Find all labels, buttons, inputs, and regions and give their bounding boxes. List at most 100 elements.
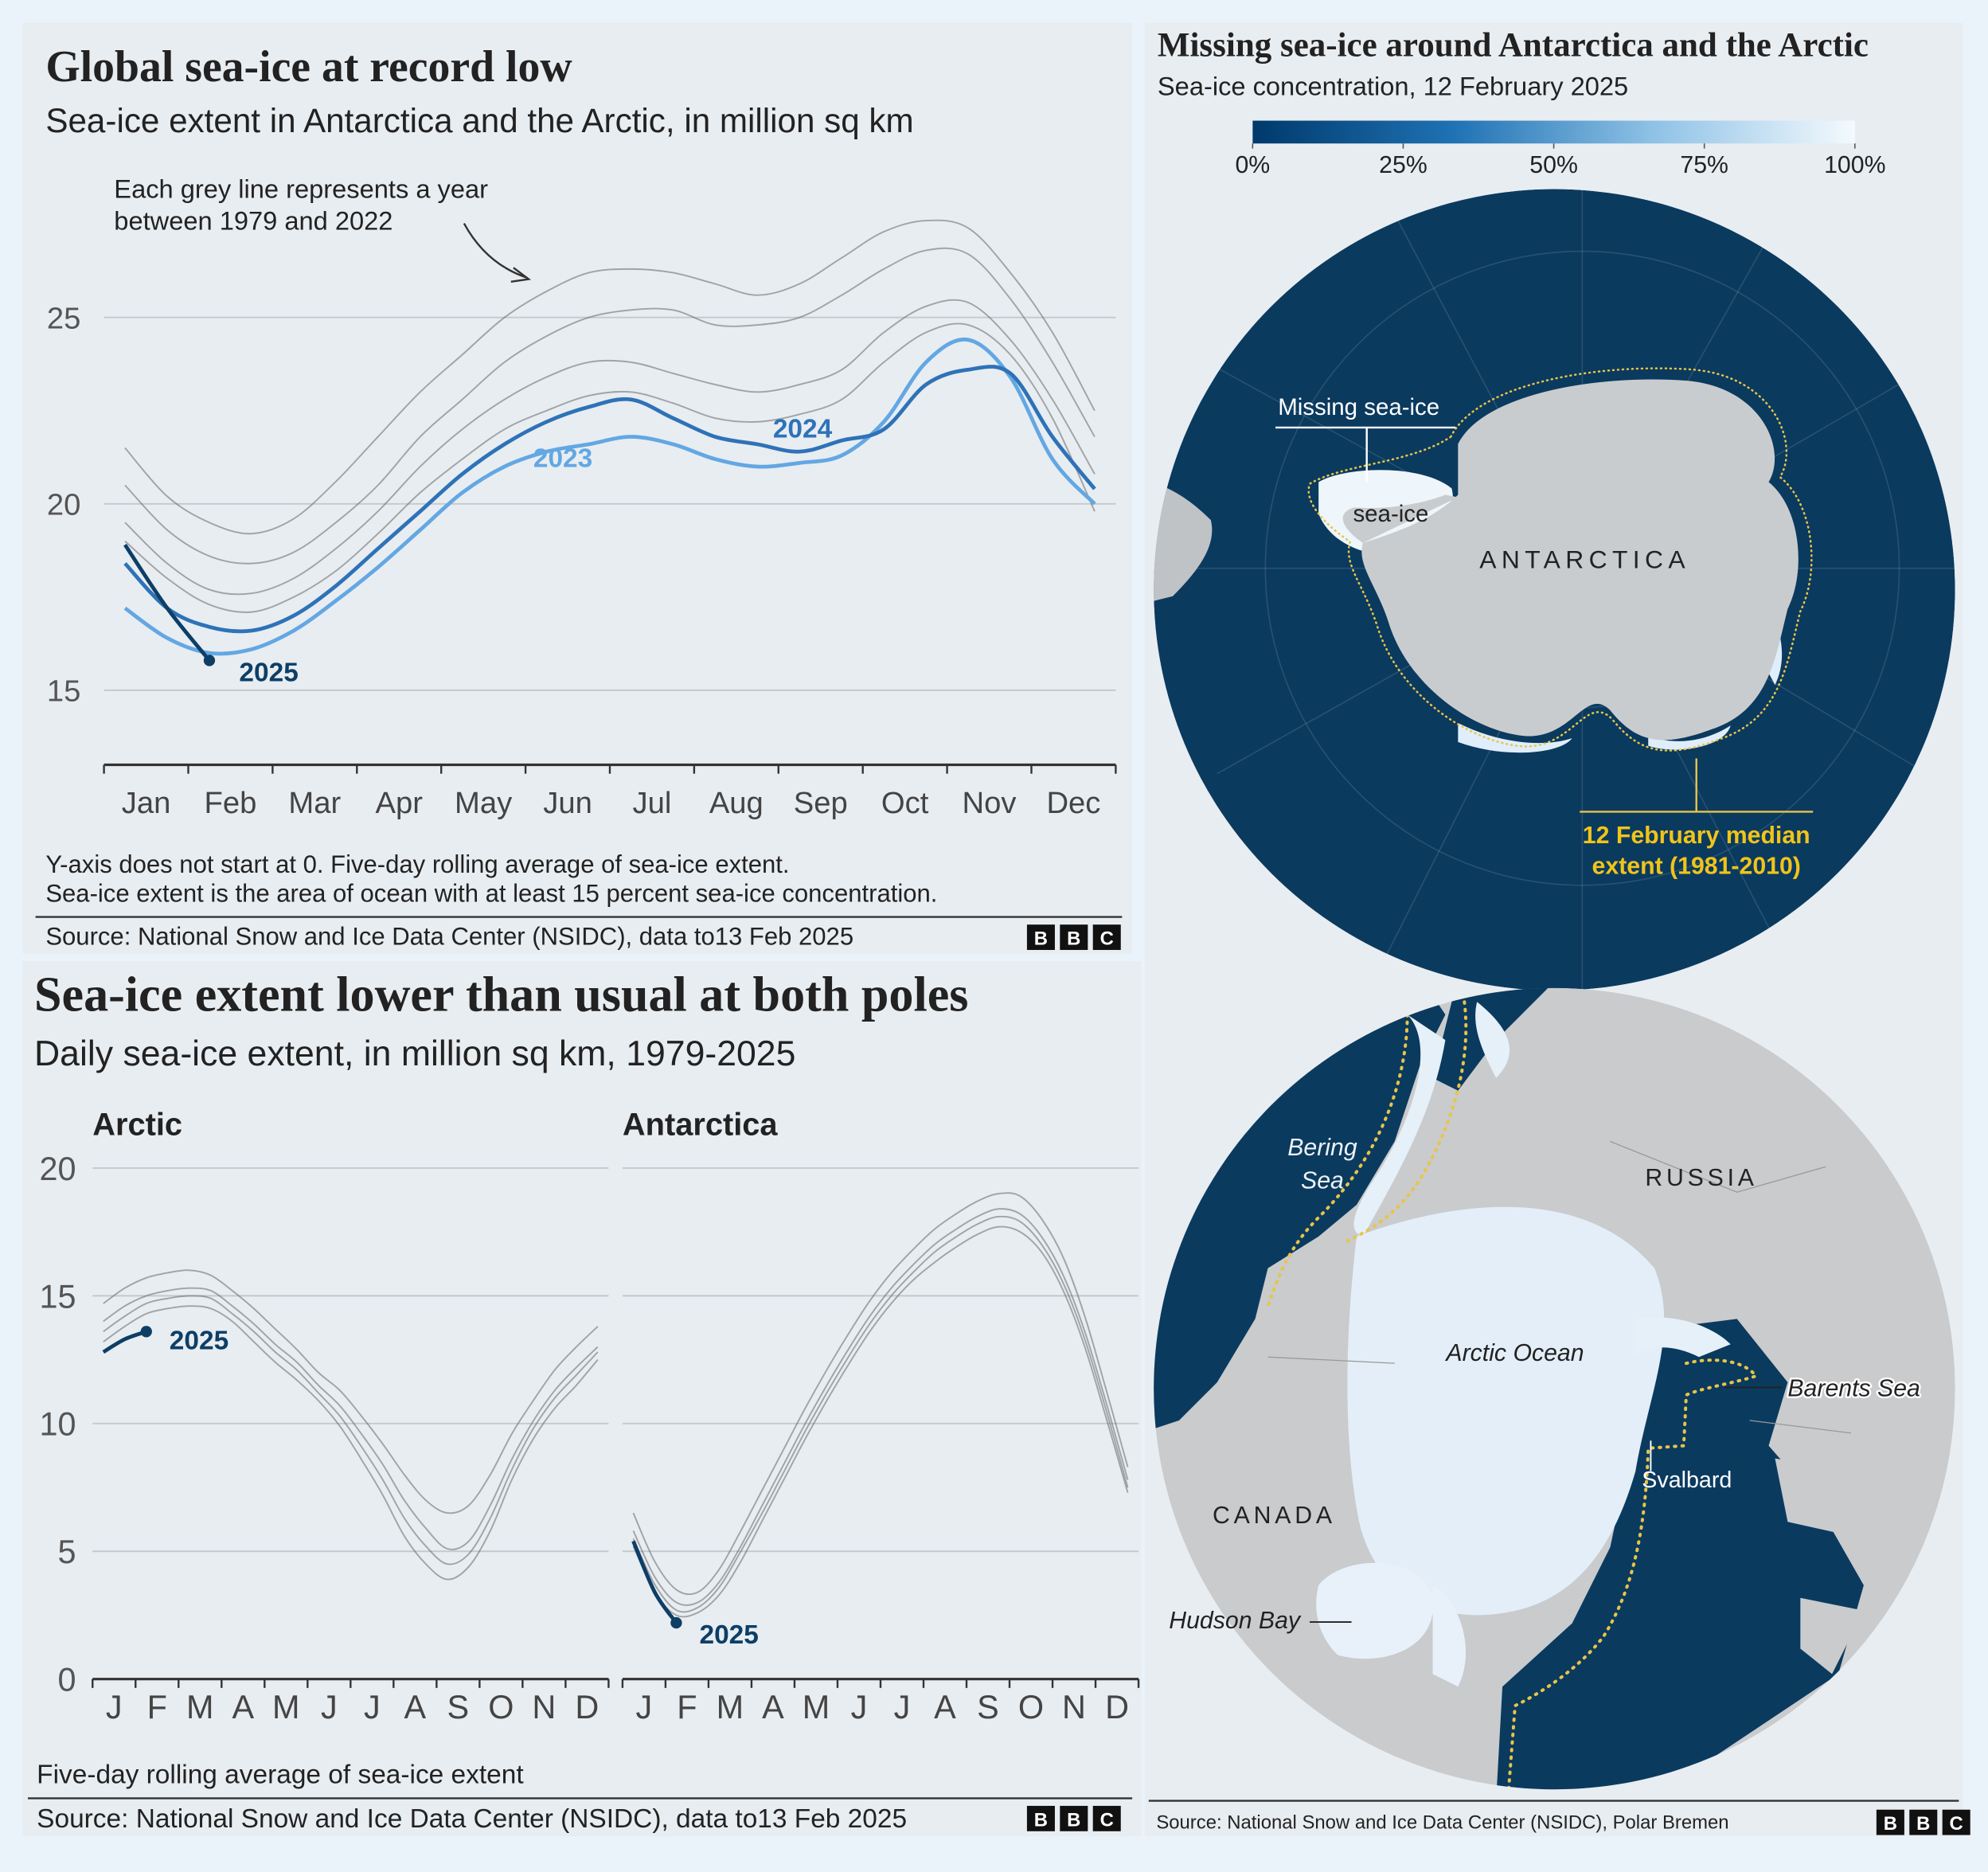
- highlight-line: [631, 1540, 678, 1624]
- x-tick-label: F: [147, 1689, 167, 1725]
- y-tick-label: 5: [58, 1534, 76, 1570]
- y-tick-label: 0: [58, 1662, 76, 1698]
- logo-box: [1060, 1805, 1088, 1831]
- x-tick-label: J: [364, 1689, 381, 1725]
- map-label: RUSSIA: [1645, 1165, 1757, 1191]
- map-label: Sea: [1301, 1167, 1344, 1194]
- x-tick-label: N: [1062, 1689, 1086, 1725]
- map-title: Missing sea-ice around Antarctica and th…: [1158, 26, 1869, 64]
- y-tick-label: 15: [47, 674, 81, 709]
- series-label: 2024: [773, 415, 833, 444]
- median-extent: [1266, 1000, 1468, 1308]
- x-tick-label: M: [186, 1689, 213, 1725]
- x-tick-label: May: [455, 786, 513, 820]
- chart-source: Source: National Snow and Ice Data Cente…: [37, 1804, 907, 1834]
- x-tick-label: Dec: [1046, 786, 1100, 820]
- map-label: Svalbard: [1642, 1468, 1732, 1493]
- logo-box: [1876, 1809, 1904, 1835]
- x-tick-label: J: [894, 1689, 911, 1725]
- year-line: [124, 322, 1096, 613]
- colorbar-label: 75%: [1680, 152, 1728, 178]
- x-tick-label: M: [803, 1689, 830, 1725]
- logo: BBC: [1034, 1809, 1114, 1831]
- land: [1342, 379, 1799, 741]
- series-label: 2025: [239, 658, 298, 687]
- border: [1267, 1140, 1852, 1434]
- annotation-arrow: [463, 222, 532, 283]
- x-tick-label: Mar: [288, 786, 341, 820]
- x-tick-label: M: [272, 1689, 299, 1725]
- x-tick-label: S: [447, 1689, 470, 1725]
- x-tick-label: O: [1018, 1689, 1044, 1725]
- map-label: Bering: [1287, 1135, 1357, 1161]
- panel-label: Arctic: [92, 1108, 182, 1143]
- x-tick-label: Jan: [122, 786, 171, 820]
- year-line: [103, 1295, 599, 1565]
- map-label: Barents Sea: [1787, 1376, 1920, 1402]
- y-tick-label: 25: [47, 301, 81, 335]
- colorbar-label: 50%: [1529, 152, 1578, 178]
- x-tick-label: Sep: [794, 786, 848, 820]
- panel-poles: [22, 961, 1142, 1837]
- map-label: Missing sea-ice: [1278, 394, 1439, 420]
- panel-global: [22, 22, 1133, 954]
- antarctic-map: [1154, 189, 1955, 991]
- annotation: between 1979 and 2022: [114, 205, 393, 235]
- x-tick-label: O: [488, 1689, 514, 1725]
- chart-subtitle: Sea-ice extent in Antarctica and the Arc…: [45, 102, 913, 139]
- colorbar: [1252, 120, 1855, 144]
- annotation: Each grey line represents a year: [114, 174, 488, 204]
- x-tick-label: Feb: [205, 786, 257, 820]
- logo-box: [1026, 1805, 1055, 1831]
- x-tick-label: J: [321, 1689, 338, 1725]
- chart-source: Source: National Snow and Ice Data Cente…: [45, 923, 853, 951]
- highlight-line: [123, 337, 1096, 656]
- year-line: [103, 1305, 599, 1581]
- sea-ice: [1347, 1206, 1665, 1616]
- median-extent: [1507, 1358, 1759, 1790]
- y-tick-label: 20: [47, 488, 81, 522]
- x-tick-label: J: [851, 1689, 868, 1725]
- logo-box: [1942, 1809, 1970, 1835]
- year-line: [632, 1215, 1129, 1613]
- chart-subtitle: Daily sea-ice extent, in million sq km, …: [34, 1034, 795, 1073]
- map-label: extent (1981-2010): [1592, 853, 1801, 879]
- x-tick-label: Nov: [963, 786, 1017, 820]
- logo-box: [1909, 1809, 1938, 1835]
- x-tick-label: A: [232, 1689, 254, 1725]
- sea-ice: [1635, 1317, 1731, 1358]
- x-tick-label: Jun: [543, 786, 592, 820]
- logo-box: [1060, 924, 1088, 951]
- logo: BBC: [1034, 928, 1114, 950]
- y-tick-label: 15: [40, 1278, 76, 1315]
- panel-label: Antarctica: [623, 1108, 778, 1143]
- x-tick-label: Aug: [709, 786, 764, 820]
- year-line: [103, 1287, 599, 1550]
- sea-ice: [1458, 608, 1783, 753]
- x-tick-label: M: [717, 1689, 744, 1725]
- x-tick-label: S: [977, 1689, 999, 1725]
- chart-title: Global sea-ice at record low: [45, 42, 572, 92]
- x-tick-label: A: [934, 1689, 956, 1725]
- x-tick-label: J: [106, 1689, 123, 1725]
- year-line: [632, 1225, 1129, 1618]
- highlight-line: [123, 543, 211, 662]
- sea-ice: [1316, 1562, 1467, 1687]
- map-label: Arctic Ocean: [1444, 1340, 1584, 1366]
- x-tick-label: N: [532, 1689, 556, 1725]
- sea-ice: [1353, 1002, 1510, 1237]
- map-label: 12 February median: [1583, 823, 1810, 849]
- chart-note: Y-axis does not start at 0. Five-day rol…: [45, 850, 789, 878]
- x-tick-label: Jul: [633, 786, 672, 820]
- land: [1775, 1458, 1864, 1675]
- x-tick-label: J: [636, 1689, 653, 1725]
- year-line: [124, 219, 1096, 535]
- x-tick-label: Oct: [881, 786, 929, 820]
- land: [1154, 482, 1213, 603]
- year-line: [632, 1208, 1129, 1606]
- x-tick-label: Apr: [376, 786, 424, 820]
- logo-box: [1092, 1805, 1121, 1831]
- logo-box: [1092, 924, 1121, 951]
- highlight-line: [123, 365, 1096, 634]
